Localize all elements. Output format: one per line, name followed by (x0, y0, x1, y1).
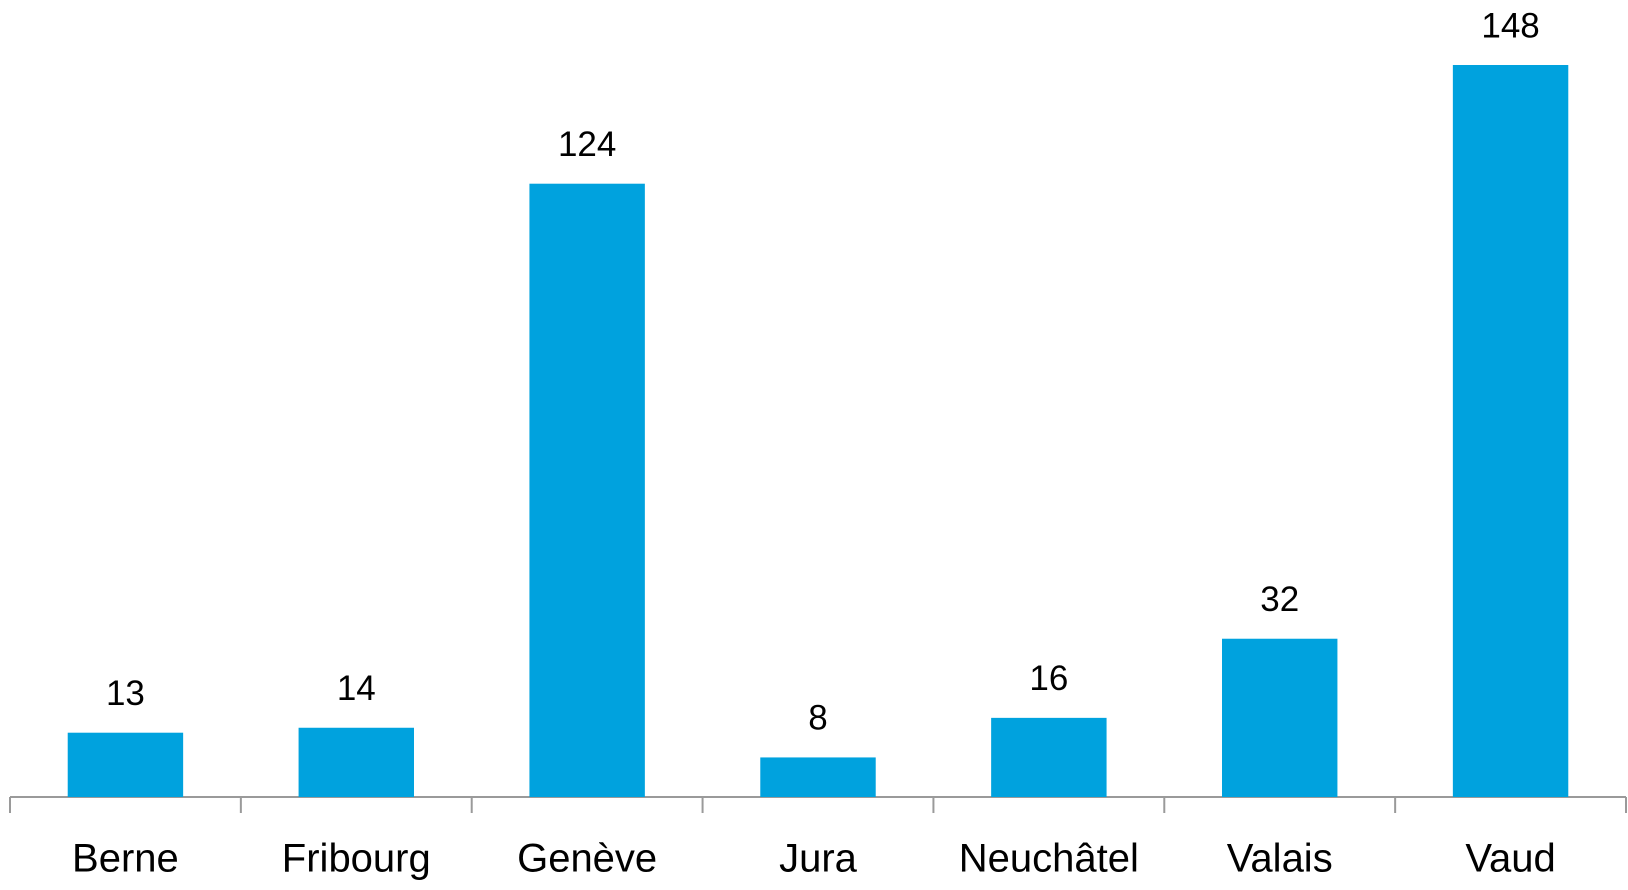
x-tick-label: Valais (1227, 837, 1333, 881)
x-tick-label: Neuchâtel (959, 837, 1139, 881)
value-label: 13 (106, 674, 145, 713)
x-tick-label: Fribourg (282, 837, 431, 881)
value-label: 14 (337, 669, 376, 708)
bar (529, 183, 645, 797)
value-label: 124 (558, 125, 616, 164)
bar (760, 757, 876, 797)
value-label: 16 (1029, 659, 1068, 698)
bar (67, 732, 184, 797)
bar (298, 727, 414, 797)
bar (1222, 638, 1338, 797)
value-label: 148 (1481, 6, 1539, 45)
x-tick-label: Genève (517, 837, 657, 881)
bar (1452, 65, 1569, 797)
value-label: 8 (808, 699, 827, 738)
value-label: 32 (1260, 580, 1299, 619)
x-tick-label: Vaud (1465, 837, 1555, 881)
x-tick-label: Jura (779, 837, 858, 881)
bar (991, 717, 1107, 797)
x-tick-label: Berne (72, 837, 179, 881)
